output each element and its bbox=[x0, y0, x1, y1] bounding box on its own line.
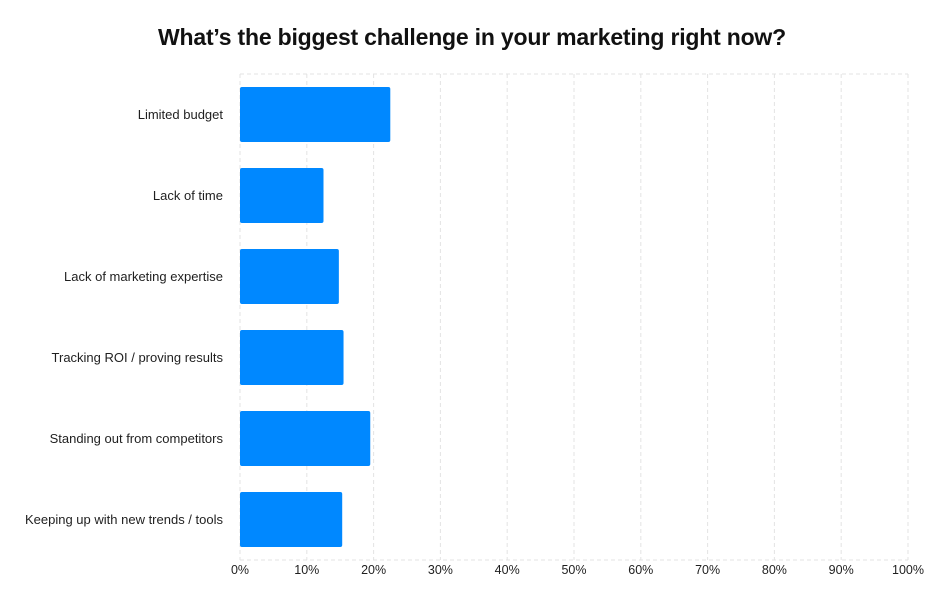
x-tick-label: 40% bbox=[495, 563, 520, 577]
x-tick-label: 80% bbox=[762, 563, 787, 577]
x-tick-label: 90% bbox=[829, 563, 854, 577]
category-label: Standing out from competitors bbox=[50, 431, 224, 446]
bar bbox=[240, 87, 391, 142]
chart-title: What’s the biggest challenge in your mar… bbox=[158, 24, 786, 50]
bar bbox=[240, 411, 371, 466]
bar bbox=[240, 249, 339, 304]
x-tick-label: 70% bbox=[695, 563, 720, 577]
category-label: Tracking ROI / proving results bbox=[52, 350, 224, 365]
category-label: Keeping up with new trends / tools bbox=[25, 512, 224, 527]
bar bbox=[240, 492, 343, 547]
x-tick-label: 50% bbox=[561, 563, 586, 577]
bar bbox=[240, 168, 324, 223]
category-label: Lack of marketing expertise bbox=[64, 269, 223, 284]
x-tick-label: 100% bbox=[892, 563, 924, 577]
bar bbox=[240, 330, 344, 385]
x-tick-label: 10% bbox=[294, 563, 319, 577]
category-label: Limited budget bbox=[138, 107, 224, 122]
category-label: Lack of time bbox=[153, 188, 223, 203]
x-tick-label: 20% bbox=[361, 563, 386, 577]
x-tick-label: 30% bbox=[428, 563, 453, 577]
x-tick-label: 0% bbox=[231, 563, 249, 577]
x-tick-label: 60% bbox=[628, 563, 653, 577]
